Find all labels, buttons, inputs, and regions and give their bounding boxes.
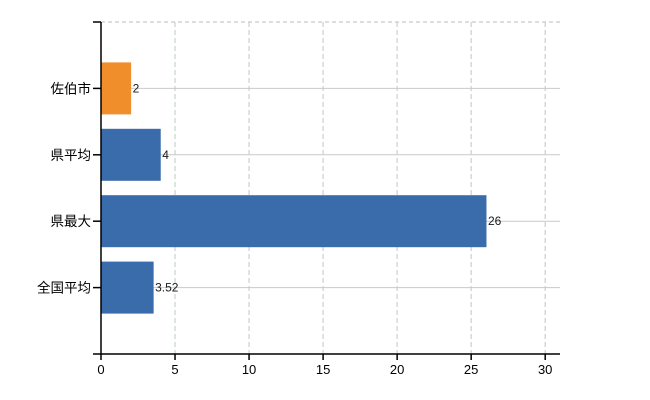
x-tick-label: 25: [464, 362, 478, 377]
x-tick-label: 10: [242, 362, 256, 377]
category-label: 全国平均: [37, 280, 91, 296]
category-label: 県平均: [51, 148, 92, 163]
bar: [101, 128, 161, 181]
x-tick-label: 0: [97, 362, 104, 377]
bar-value-label: 2: [133, 81, 140, 95]
bar-value-label: 3.52: [155, 281, 179, 295]
category-label: 佐伯市: [51, 80, 92, 96]
x-tick-label: 30: [538, 362, 552, 377]
category-label: 県最大: [51, 214, 92, 229]
x-tick-label: 5: [171, 362, 178, 377]
x-tick-label: 15: [316, 362, 330, 377]
bar-value-label: 26: [488, 214, 502, 228]
bar: [101, 62, 132, 115]
bar: [101, 261, 154, 314]
bar: [101, 195, 487, 248]
bar-value-label: 4: [162, 148, 169, 162]
x-tick-label: 20: [390, 362, 404, 377]
